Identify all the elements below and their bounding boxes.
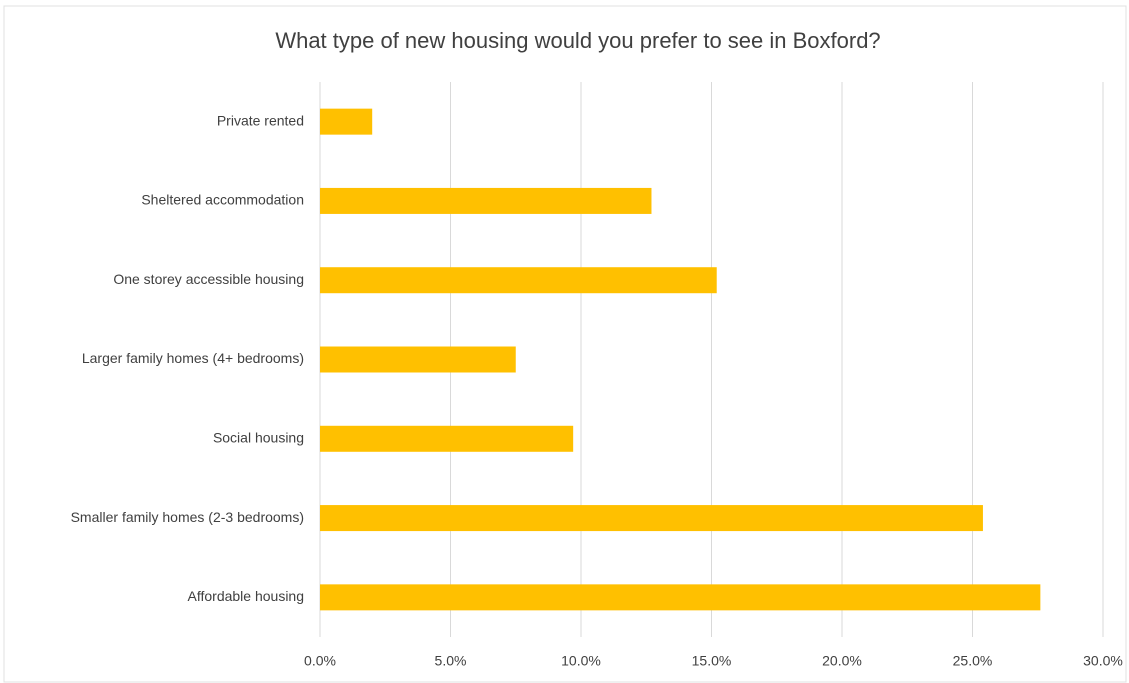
bar: [320, 346, 516, 373]
chart-title: What type of new housing would you prefe…: [275, 28, 880, 53]
chart-frame: [3, 5, 1127, 683]
y-tick-label: Private rented: [217, 112, 304, 128]
y-tick-label: Sheltered accommodation: [141, 192, 304, 208]
x-tick-label: 20.0%: [822, 653, 862, 669]
bar: [320, 584, 1041, 611]
y-tick-label: Social housing: [213, 429, 304, 445]
x-tick-label: 0.0%: [304, 653, 336, 669]
y-tick-label: Smaller family homes (2-3 bedrooms): [71, 509, 304, 525]
bar: [320, 267, 717, 294]
x-tick-label: 15.0%: [692, 653, 732, 669]
bar: [320, 108, 373, 135]
x-tick-label: 5.0%: [435, 653, 467, 669]
bar: [320, 425, 574, 452]
bar: [320, 187, 652, 214]
x-tick-label: 25.0%: [953, 653, 993, 669]
y-tick-label: Affordable housing: [188, 588, 305, 604]
y-tick-label: Larger family homes (4+ bedrooms): [82, 350, 304, 366]
x-tick-label: 10.0%: [561, 653, 601, 669]
y-tick-label: One storey accessible housing: [113, 271, 304, 287]
bar: [320, 505, 983, 532]
x-tick-label: 30.0%: [1083, 653, 1123, 669]
